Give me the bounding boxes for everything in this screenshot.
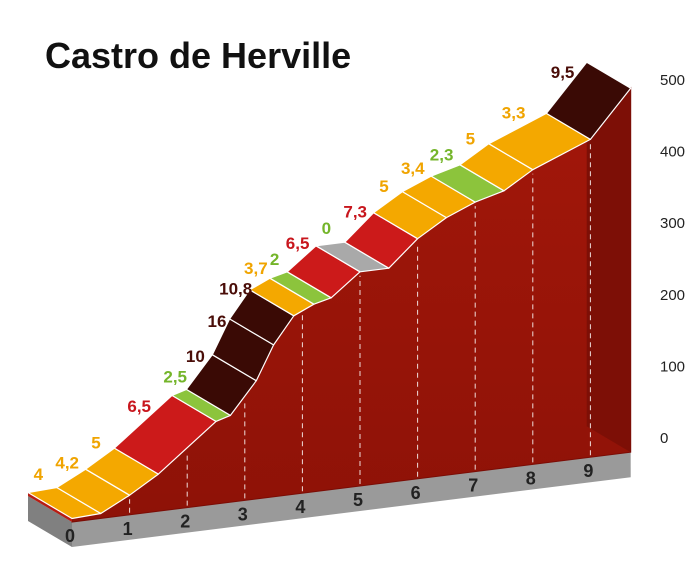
segment-label: 16 <box>207 312 226 331</box>
base-side <box>28 496 72 547</box>
profile-end-face <box>586 62 631 453</box>
y-tick-label: 0 <box>660 430 668 447</box>
segment-label: 3,3 <box>502 104 526 123</box>
x-axis-ticks: 0 1 2 3 4 5 6 7 8 9 <box>65 461 593 546</box>
x-tick-label: 2 <box>180 512 190 532</box>
segment-band-18 <box>545 61 632 140</box>
segment-label: 2,5 <box>163 367 187 386</box>
segment-label: 10,8 <box>219 279 252 298</box>
segment-label: 2 <box>270 250 279 269</box>
x-tick-label: 9 <box>583 461 593 481</box>
y-tick-label: 500 <box>660 72 685 89</box>
segment-label: 2,3 <box>430 145 454 164</box>
x-tick-label: 3 <box>238 504 248 524</box>
x-tick-label: 4 <box>295 497 305 517</box>
y-tick-label: 400 <box>660 144 685 161</box>
segment-label: 4 <box>34 465 44 484</box>
segment-label: 3,4 <box>401 159 425 178</box>
profile-segments <box>27 61 632 520</box>
y-axis-ticks: 0 100 200 300 400 500 <box>660 72 685 447</box>
segment-label: 9,5 <box>551 63 575 82</box>
profile-start-face <box>28 492 72 522</box>
x-tick-label: 8 <box>526 468 536 488</box>
segment-label: 10 <box>186 347 205 366</box>
segment-label: 5 <box>91 434 100 453</box>
x-tick-label: 6 <box>411 483 421 503</box>
segment-label: 5 <box>466 129 475 148</box>
segment-label: 3,7 <box>244 259 268 278</box>
segment-label: 6,5 <box>286 234 310 253</box>
y-tick-label: 300 <box>660 215 685 232</box>
segment-label: 7,3 <box>343 202 367 221</box>
chart-title: Castro de Herville <box>45 35 351 76</box>
x-tick-label: 1 <box>123 519 133 539</box>
segment-label: 6,5 <box>127 397 151 416</box>
base-front <box>72 452 631 547</box>
x-tick-label: 5 <box>353 490 363 510</box>
segment-label: 5 <box>379 177 388 196</box>
y-tick-label: 100 <box>660 358 685 375</box>
y-tick-label: 200 <box>660 287 685 304</box>
x-tick-label: 7 <box>468 476 478 496</box>
x-tick-label: 0 <box>65 526 75 546</box>
segment-label: 0 <box>322 219 331 238</box>
segment-label: 4,2 <box>55 453 79 472</box>
